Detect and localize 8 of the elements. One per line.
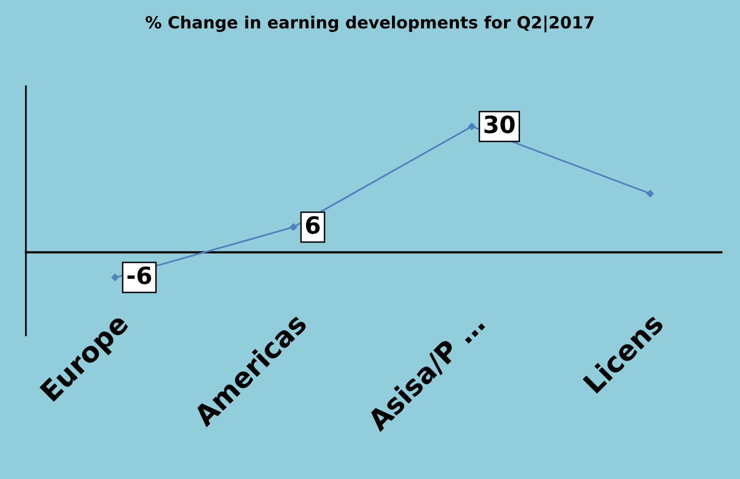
point — [111, 274, 119, 282]
point — [646, 190, 654, 198]
data-label: -6 — [127, 266, 152, 284]
chart-title: % Change in earning developments for Q2|2017 — [146, 16, 594, 32]
point — [290, 223, 298, 231]
data-label: 6 — [306, 216, 320, 234]
data-label: 30 — [484, 115, 515, 134]
point — [468, 122, 476, 130]
